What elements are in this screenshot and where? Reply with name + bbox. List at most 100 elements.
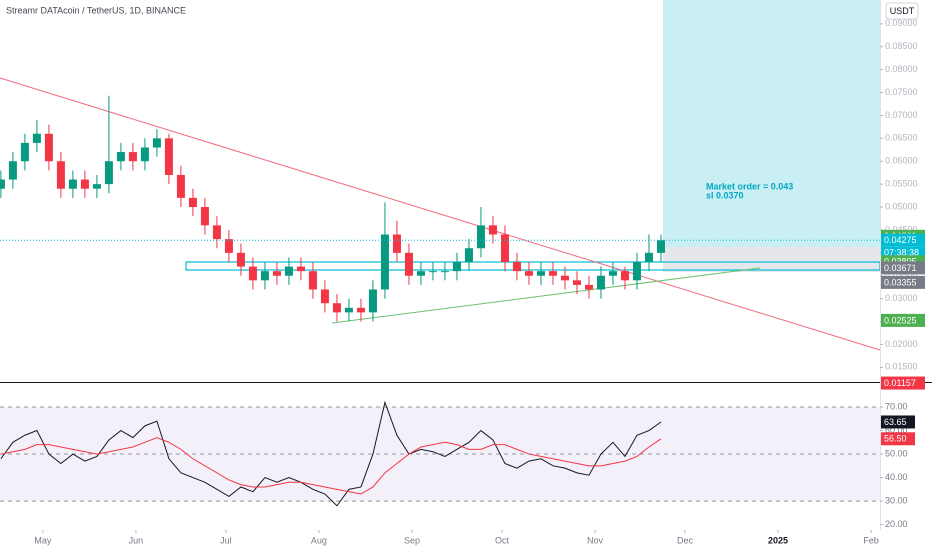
currency-button[interactable] bbox=[885, 2, 919, 20]
candle-body bbox=[608, 271, 617, 276]
x-tick-label: Oct bbox=[495, 535, 510, 545]
candle-body bbox=[332, 303, 341, 313]
y-tick-label: 0.07000 bbox=[885, 110, 918, 120]
price-tag-label: 0.03355 bbox=[884, 277, 917, 287]
candle-body bbox=[8, 161, 17, 180]
y-tick-label: 0.07500 bbox=[885, 87, 918, 97]
candle-body bbox=[644, 252, 653, 262]
price-tag-label: 0.03671 bbox=[884, 263, 917, 273]
y-tick-label: 30.00 bbox=[885, 495, 908, 505]
loss-zone bbox=[663, 247, 880, 272]
y-tick-label: 0.01500 bbox=[885, 362, 918, 372]
x-tick-label: Feb bbox=[863, 535, 879, 545]
candle-body bbox=[404, 252, 413, 276]
y-tick-label: 50.00 bbox=[885, 448, 908, 458]
y-tick-label: 0.02000 bbox=[885, 339, 918, 349]
candle-body bbox=[476, 225, 485, 249]
countdown-tag bbox=[881, 246, 925, 259]
candle-body bbox=[656, 240, 665, 253]
y-tick-label: 20.00 bbox=[885, 519, 908, 529]
candle-body bbox=[512, 261, 521, 272]
profit-zone bbox=[663, 0, 880, 247]
candle-body bbox=[536, 271, 545, 276]
candle-body bbox=[32, 133, 41, 143]
value-tag-label: 56.50 bbox=[884, 434, 907, 444]
candle-body bbox=[212, 225, 221, 240]
candle-body bbox=[0, 179, 5, 189]
candle-body bbox=[308, 271, 317, 290]
candle-body bbox=[176, 174, 185, 198]
candle-body bbox=[140, 147, 149, 162]
candle-body bbox=[428, 271, 437, 273]
candle-body bbox=[560, 275, 569, 281]
candle-body bbox=[620, 271, 629, 281]
y-tick-label: 0.06500 bbox=[885, 133, 918, 143]
candle-body bbox=[440, 271, 449, 273]
candle-body bbox=[392, 234, 401, 253]
price-tag-label: 0.04275 bbox=[884, 235, 917, 245]
candle-body bbox=[188, 197, 197, 208]
chart-title: Streamr DATAcoin / TetherUS, 1D, BINANCE bbox=[6, 5, 186, 15]
candle-body bbox=[92, 184, 101, 189]
candle-body bbox=[200, 207, 209, 226]
candle-body bbox=[572, 280, 581, 285]
rsi-line bbox=[0, 400, 662, 507]
y-tick-label: 0.03000 bbox=[885, 293, 918, 303]
x-tick-label: Dec bbox=[677, 535, 694, 545]
currency[interactable]: USDT bbox=[890, 6, 915, 16]
candle-body bbox=[236, 252, 245, 267]
candle-body bbox=[632, 261, 641, 281]
rsi-line bbox=[0, 437, 662, 495]
candle-body bbox=[416, 271, 425, 276]
x-tick-label: 2025 bbox=[768, 535, 788, 545]
x-tick-label: Aug bbox=[311, 535, 327, 545]
candle-body bbox=[380, 234, 389, 290]
price-tag bbox=[881, 233, 925, 247]
candle-body bbox=[56, 161, 65, 189]
x-tick-label: Nov bbox=[587, 535, 604, 545]
candle-body bbox=[548, 271, 557, 276]
candle-body bbox=[356, 307, 365, 313]
candle-body bbox=[152, 138, 161, 148]
price-tag bbox=[881, 261, 925, 275]
candle-body bbox=[452, 261, 461, 272]
x-tick-label: Sep bbox=[404, 535, 420, 545]
candle-body bbox=[320, 289, 329, 304]
y-tick-label: 40.00 bbox=[885, 472, 908, 482]
trendline bbox=[0, 77, 881, 351]
trendline bbox=[331, 267, 761, 324]
candle-body bbox=[596, 275, 605, 290]
y-tick-label: 0.08500 bbox=[885, 41, 918, 51]
y-tick-label: 0.04500 bbox=[885, 224, 918, 234]
candle-body bbox=[584, 284, 593, 290]
x-tick-label: Jul bbox=[220, 535, 232, 545]
price-tag bbox=[881, 376, 925, 390]
y-tick-label: 60.00 bbox=[885, 425, 908, 435]
countdown: 07:38:38 bbox=[884, 248, 919, 258]
y-tick-label: 0.09000 bbox=[885, 18, 918, 28]
y-tick-label: 0.06000 bbox=[885, 156, 918, 166]
candle-body bbox=[20, 142, 29, 162]
price-tag bbox=[881, 313, 925, 327]
y-tick-label: 0.08000 bbox=[885, 64, 918, 74]
candle-body bbox=[500, 234, 509, 262]
candle-body bbox=[344, 307, 353, 313]
candle-body bbox=[272, 271, 281, 276]
annotation: Market order = 0.043 bbox=[706, 181, 793, 191]
candle-body bbox=[44, 133, 53, 162]
price-tag bbox=[881, 275, 925, 289]
candle-body bbox=[524, 271, 533, 276]
price-tag-label: 0.02525 bbox=[884, 315, 917, 325]
y-tick-label: 0.03500 bbox=[885, 270, 918, 280]
candle-body bbox=[368, 289, 377, 313]
y-tick-label: 0.05000 bbox=[885, 201, 918, 211]
candle-body bbox=[260, 271, 269, 281]
value-tag-label: 63.65 bbox=[884, 417, 907, 427]
y-tick-label: 0.05500 bbox=[885, 179, 918, 189]
value-tag bbox=[881, 432, 915, 446]
candle-body bbox=[464, 248, 473, 262]
candle-body bbox=[488, 225, 497, 235]
price-tag-label: 0.01157 bbox=[884, 378, 916, 388]
annotation: sl 0.0370 bbox=[706, 190, 744, 200]
